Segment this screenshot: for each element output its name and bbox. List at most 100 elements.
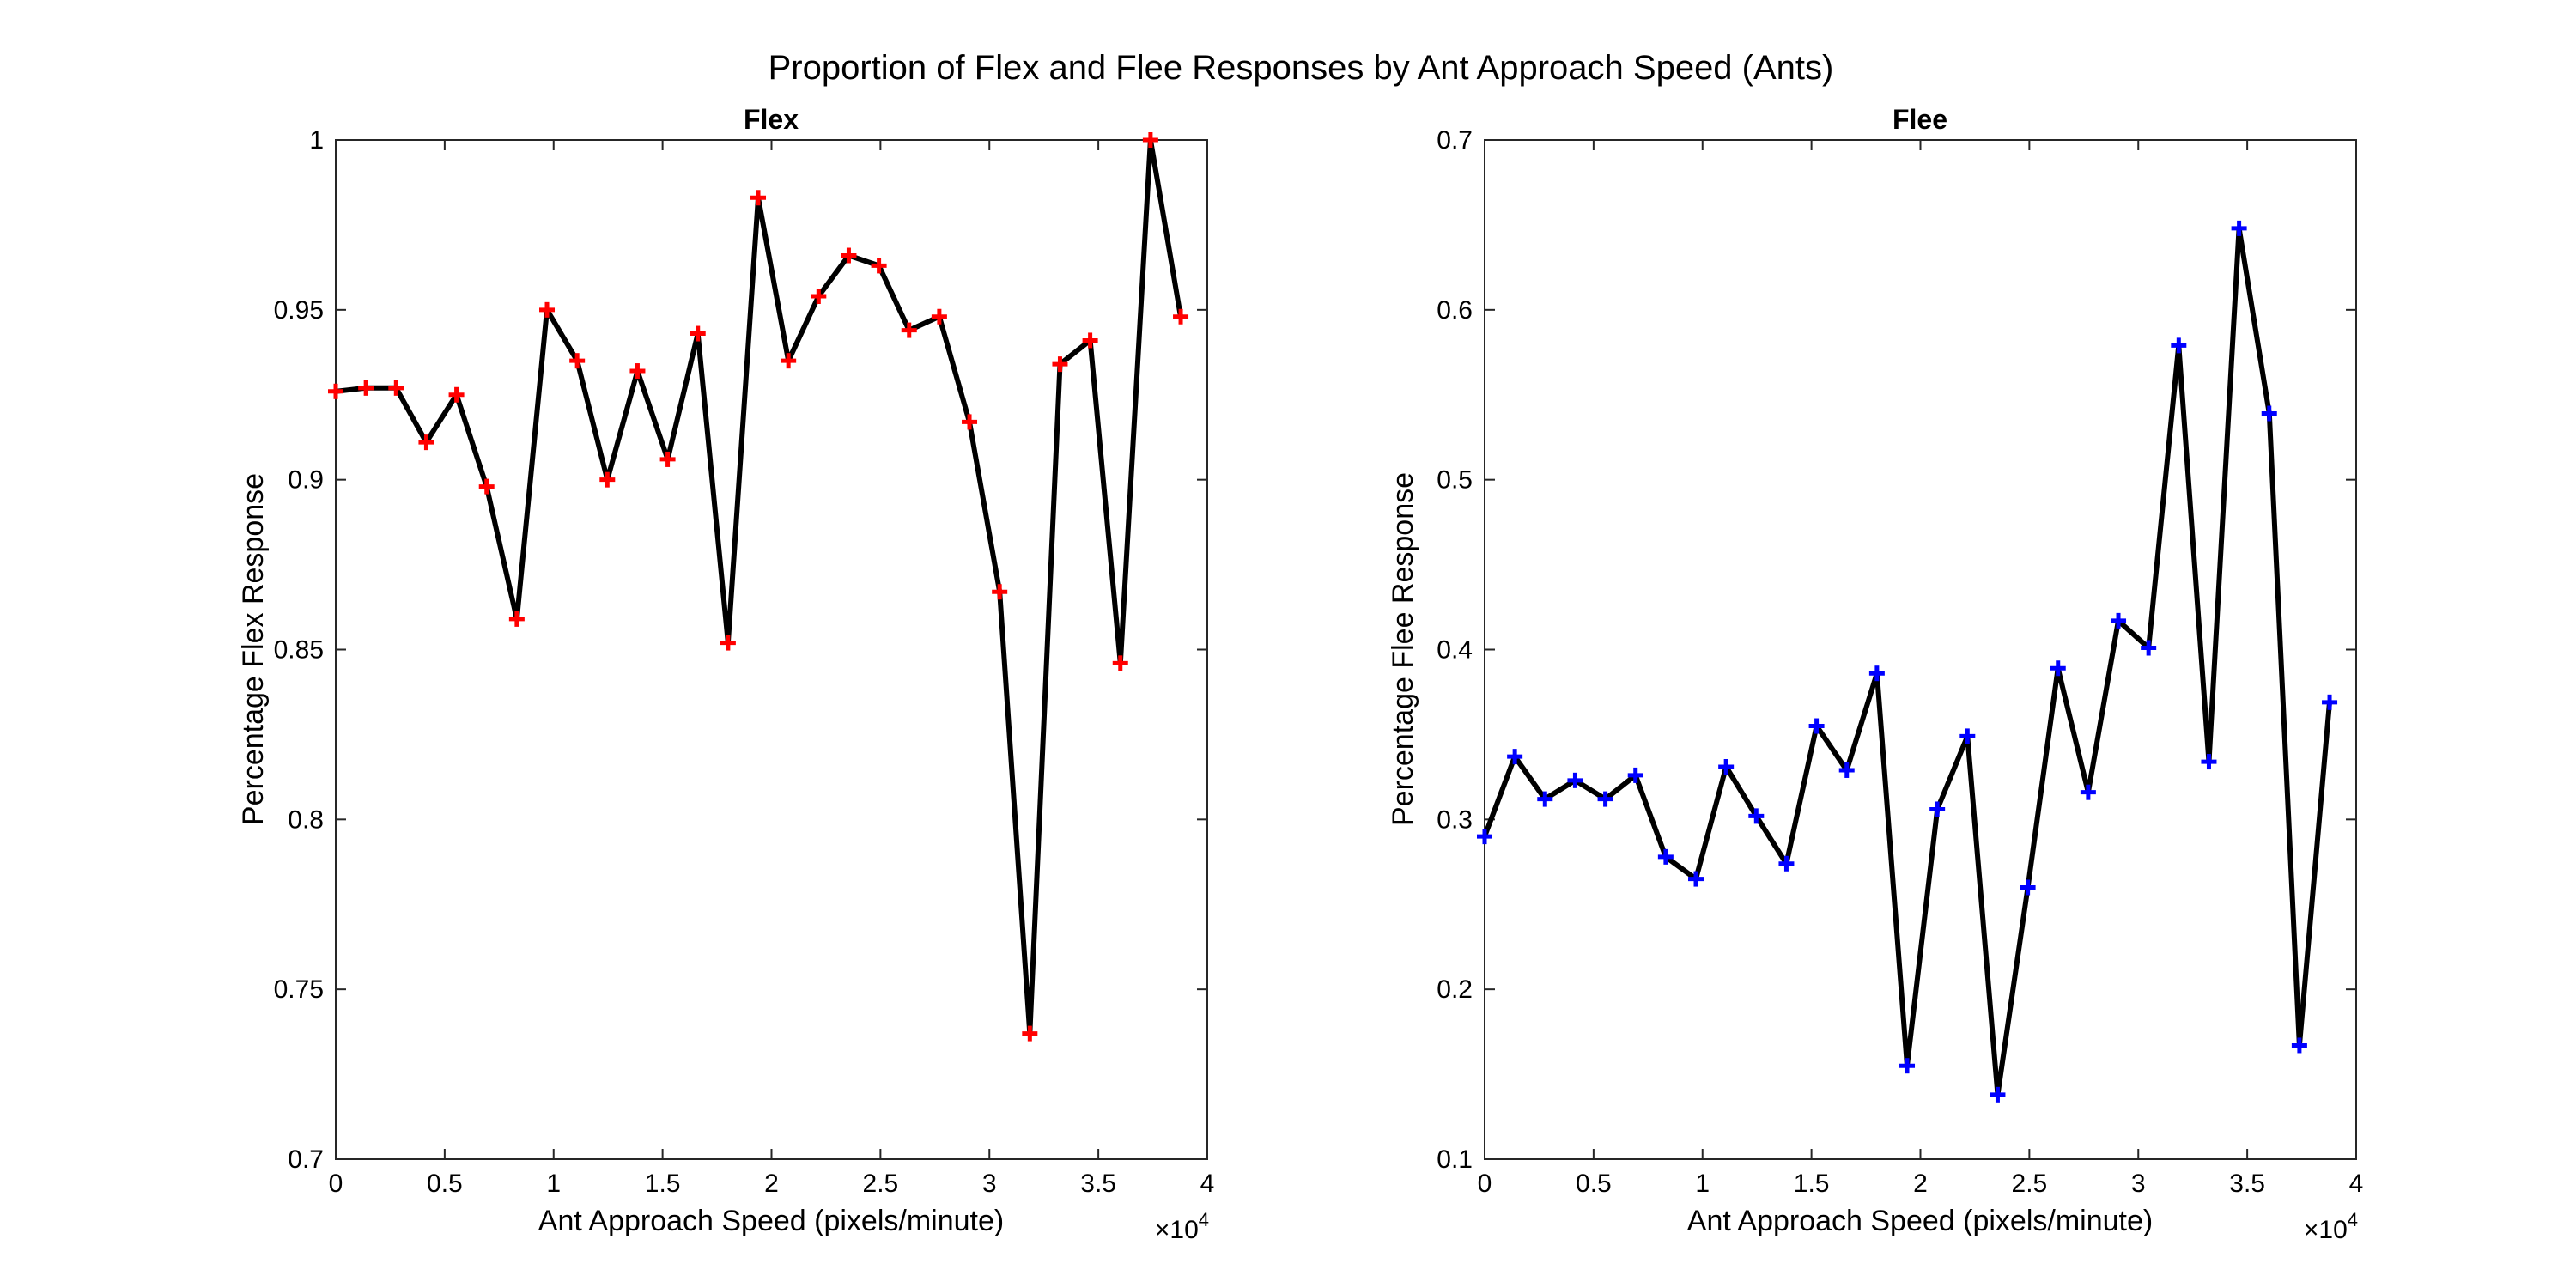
flee-x-tick-label: 1 xyxy=(1695,1170,1710,1198)
flee-data-point xyxy=(1627,767,1643,783)
flee-x-tick-label: 1.5 xyxy=(1794,1170,1830,1198)
flee-x-tick-label: 2.5 xyxy=(2012,1170,2048,1198)
flex-data-point xyxy=(418,434,434,451)
flex-data-point xyxy=(569,353,586,369)
flee-data-point xyxy=(2322,694,2338,710)
flex-data-point xyxy=(811,289,827,305)
flee-data-point xyxy=(2080,784,2096,800)
flex-x-axis-label: Ant Approach Speed (pixels/minute) xyxy=(538,1205,1004,1237)
flex-x-tick-label: 2.5 xyxy=(863,1170,899,1198)
flee-y-tick-label: 0.2 xyxy=(1437,975,1473,1004)
flex-data-point xyxy=(871,258,887,274)
flex-data-point xyxy=(1022,1025,1038,1042)
flex-data-point xyxy=(388,380,404,396)
flee-data-point xyxy=(1748,808,1765,824)
flee-panel: Flee Ant Approach Speed (pixels/minute) … xyxy=(1387,104,2363,1244)
flee-data-point xyxy=(1868,665,1885,682)
flee-data-point xyxy=(1808,718,1825,734)
flee-data-point xyxy=(1838,762,1855,778)
flee-data-point xyxy=(1477,829,1492,845)
flex-x-tick-label: 0 xyxy=(329,1170,343,1198)
flee-y-axis-label: Percentage Flee Response xyxy=(1387,472,1419,826)
flex-data-point xyxy=(328,383,343,399)
flee-data-point xyxy=(2020,879,2036,896)
flee-data-point xyxy=(1899,1058,1916,1074)
flex-data-point xyxy=(448,386,465,403)
flex-x-tick-label: 1.5 xyxy=(645,1170,681,1198)
flex-x-tick-label: 3 xyxy=(982,1170,997,1198)
flee-x-tick-label: 0.5 xyxy=(1576,1170,1612,1198)
flee-data-point xyxy=(1718,759,1735,775)
flee-data-point xyxy=(1990,1086,2006,1103)
flex-x-tick-label: 1 xyxy=(546,1170,561,1198)
flee-data-point xyxy=(2291,1037,2307,1054)
flee-axes-box xyxy=(1484,139,2357,1160)
flex-data-point xyxy=(1142,132,1158,148)
flex-y-tick-label: 0.95 xyxy=(274,296,324,325)
flex-x-tick-label: 0.5 xyxy=(427,1170,463,1198)
flee-data-point xyxy=(1597,791,1613,807)
flex-data-point xyxy=(901,322,917,338)
flex-data-point xyxy=(931,308,947,325)
flex-panel: Flex Ant Approach Speed (pixels/minute) … xyxy=(237,104,1214,1244)
flee-x-tick-label: 3.5 xyxy=(2229,1170,2265,1198)
flee-ticks: 0 0.5 1 1.5 2 2.5 3 3.5 4 0.1 0.2 0.3 0.4 0.5 0.6 0.7 xyxy=(1437,126,2363,1198)
flex-panel-title: Flex xyxy=(744,104,799,135)
flex-y-tick-label: 0.7 xyxy=(288,1145,324,1174)
flex-data-point xyxy=(720,635,736,651)
flee-data-point xyxy=(2050,660,2066,677)
flee-y-tick-label: 0.6 xyxy=(1437,296,1473,325)
flee-x-tick-label: 4 xyxy=(2349,1170,2364,1198)
flee-x-tick-label: 3 xyxy=(2131,1170,2146,1198)
flex-data-point xyxy=(358,380,374,396)
flex-data-point xyxy=(750,190,767,206)
flex-y-tick-label: 0.75 xyxy=(274,975,324,1004)
flee-y-tick-label: 0.3 xyxy=(1437,805,1473,834)
flee-data-point xyxy=(1778,855,1795,872)
flex-data-point xyxy=(841,247,857,264)
figure-title: Proportion of Flex and Flee Responses by… xyxy=(769,49,1834,87)
flee-plot-area xyxy=(1477,220,2338,1103)
flex-y-tick-label: 0.85 xyxy=(274,636,324,665)
flex-ticks: 0 0.5 1 1.5 2 2.5 3 3.5 4 0.7 0.75 0.8 0.85 0.9 0.95 1 xyxy=(274,126,1215,1198)
flex-data-point xyxy=(992,584,1008,600)
flex-plot-area xyxy=(328,132,1189,1042)
flex-x-exponent: ×104 xyxy=(1155,1209,1209,1244)
flex-x-tick-label: 3.5 xyxy=(1080,1170,1116,1198)
flee-data-point xyxy=(2231,220,2247,236)
flex-data-point xyxy=(508,611,525,627)
flex-data-point xyxy=(599,471,616,488)
flex-data-point xyxy=(1052,356,1068,373)
flee-panel-title: Flee xyxy=(1893,104,1947,135)
flee-x-tick-label: 0 xyxy=(1478,1170,1492,1198)
flex-axes-box xyxy=(335,139,1208,1160)
flee-x-exponent: ×104 xyxy=(2304,1209,2358,1244)
flee-data-point xyxy=(2111,612,2127,629)
flee-y-tick-label: 0.5 xyxy=(1437,466,1473,495)
flee-x-axis-label: Ant Approach Speed (pixels/minute) xyxy=(1687,1205,2153,1237)
flee-data-point xyxy=(2141,640,2157,656)
flex-data-point xyxy=(962,414,978,430)
flee-data-point xyxy=(2171,337,2187,354)
flex-y-axis-label: Percentage Flex Response xyxy=(237,473,270,825)
flex-data-point xyxy=(539,301,556,318)
flee-data-point xyxy=(1959,728,1976,744)
flee-data-point xyxy=(1507,749,1523,765)
flex-data-point xyxy=(781,353,797,369)
flex-data-point xyxy=(478,478,495,495)
flex-y-tick-label: 1 xyxy=(309,126,324,155)
flee-data-point xyxy=(1657,848,1674,865)
flee-data-point xyxy=(2261,405,2277,422)
flee-data-point xyxy=(1688,871,1704,887)
flex-data-point xyxy=(1112,655,1128,671)
flee-data-point xyxy=(1567,772,1583,788)
flex-x-tick-label: 2 xyxy=(764,1170,779,1198)
flee-data-point xyxy=(1929,801,1946,817)
flee-y-tick-label: 0.1 xyxy=(1437,1145,1473,1174)
flee-data-point xyxy=(2201,754,2217,770)
flex-x-tick-label: 4 xyxy=(1200,1170,1215,1198)
flee-y-tick-label: 0.4 xyxy=(1437,636,1473,665)
flex-data-point xyxy=(629,363,646,380)
flee-x-tick-label: 2 xyxy=(1913,1170,1928,1198)
